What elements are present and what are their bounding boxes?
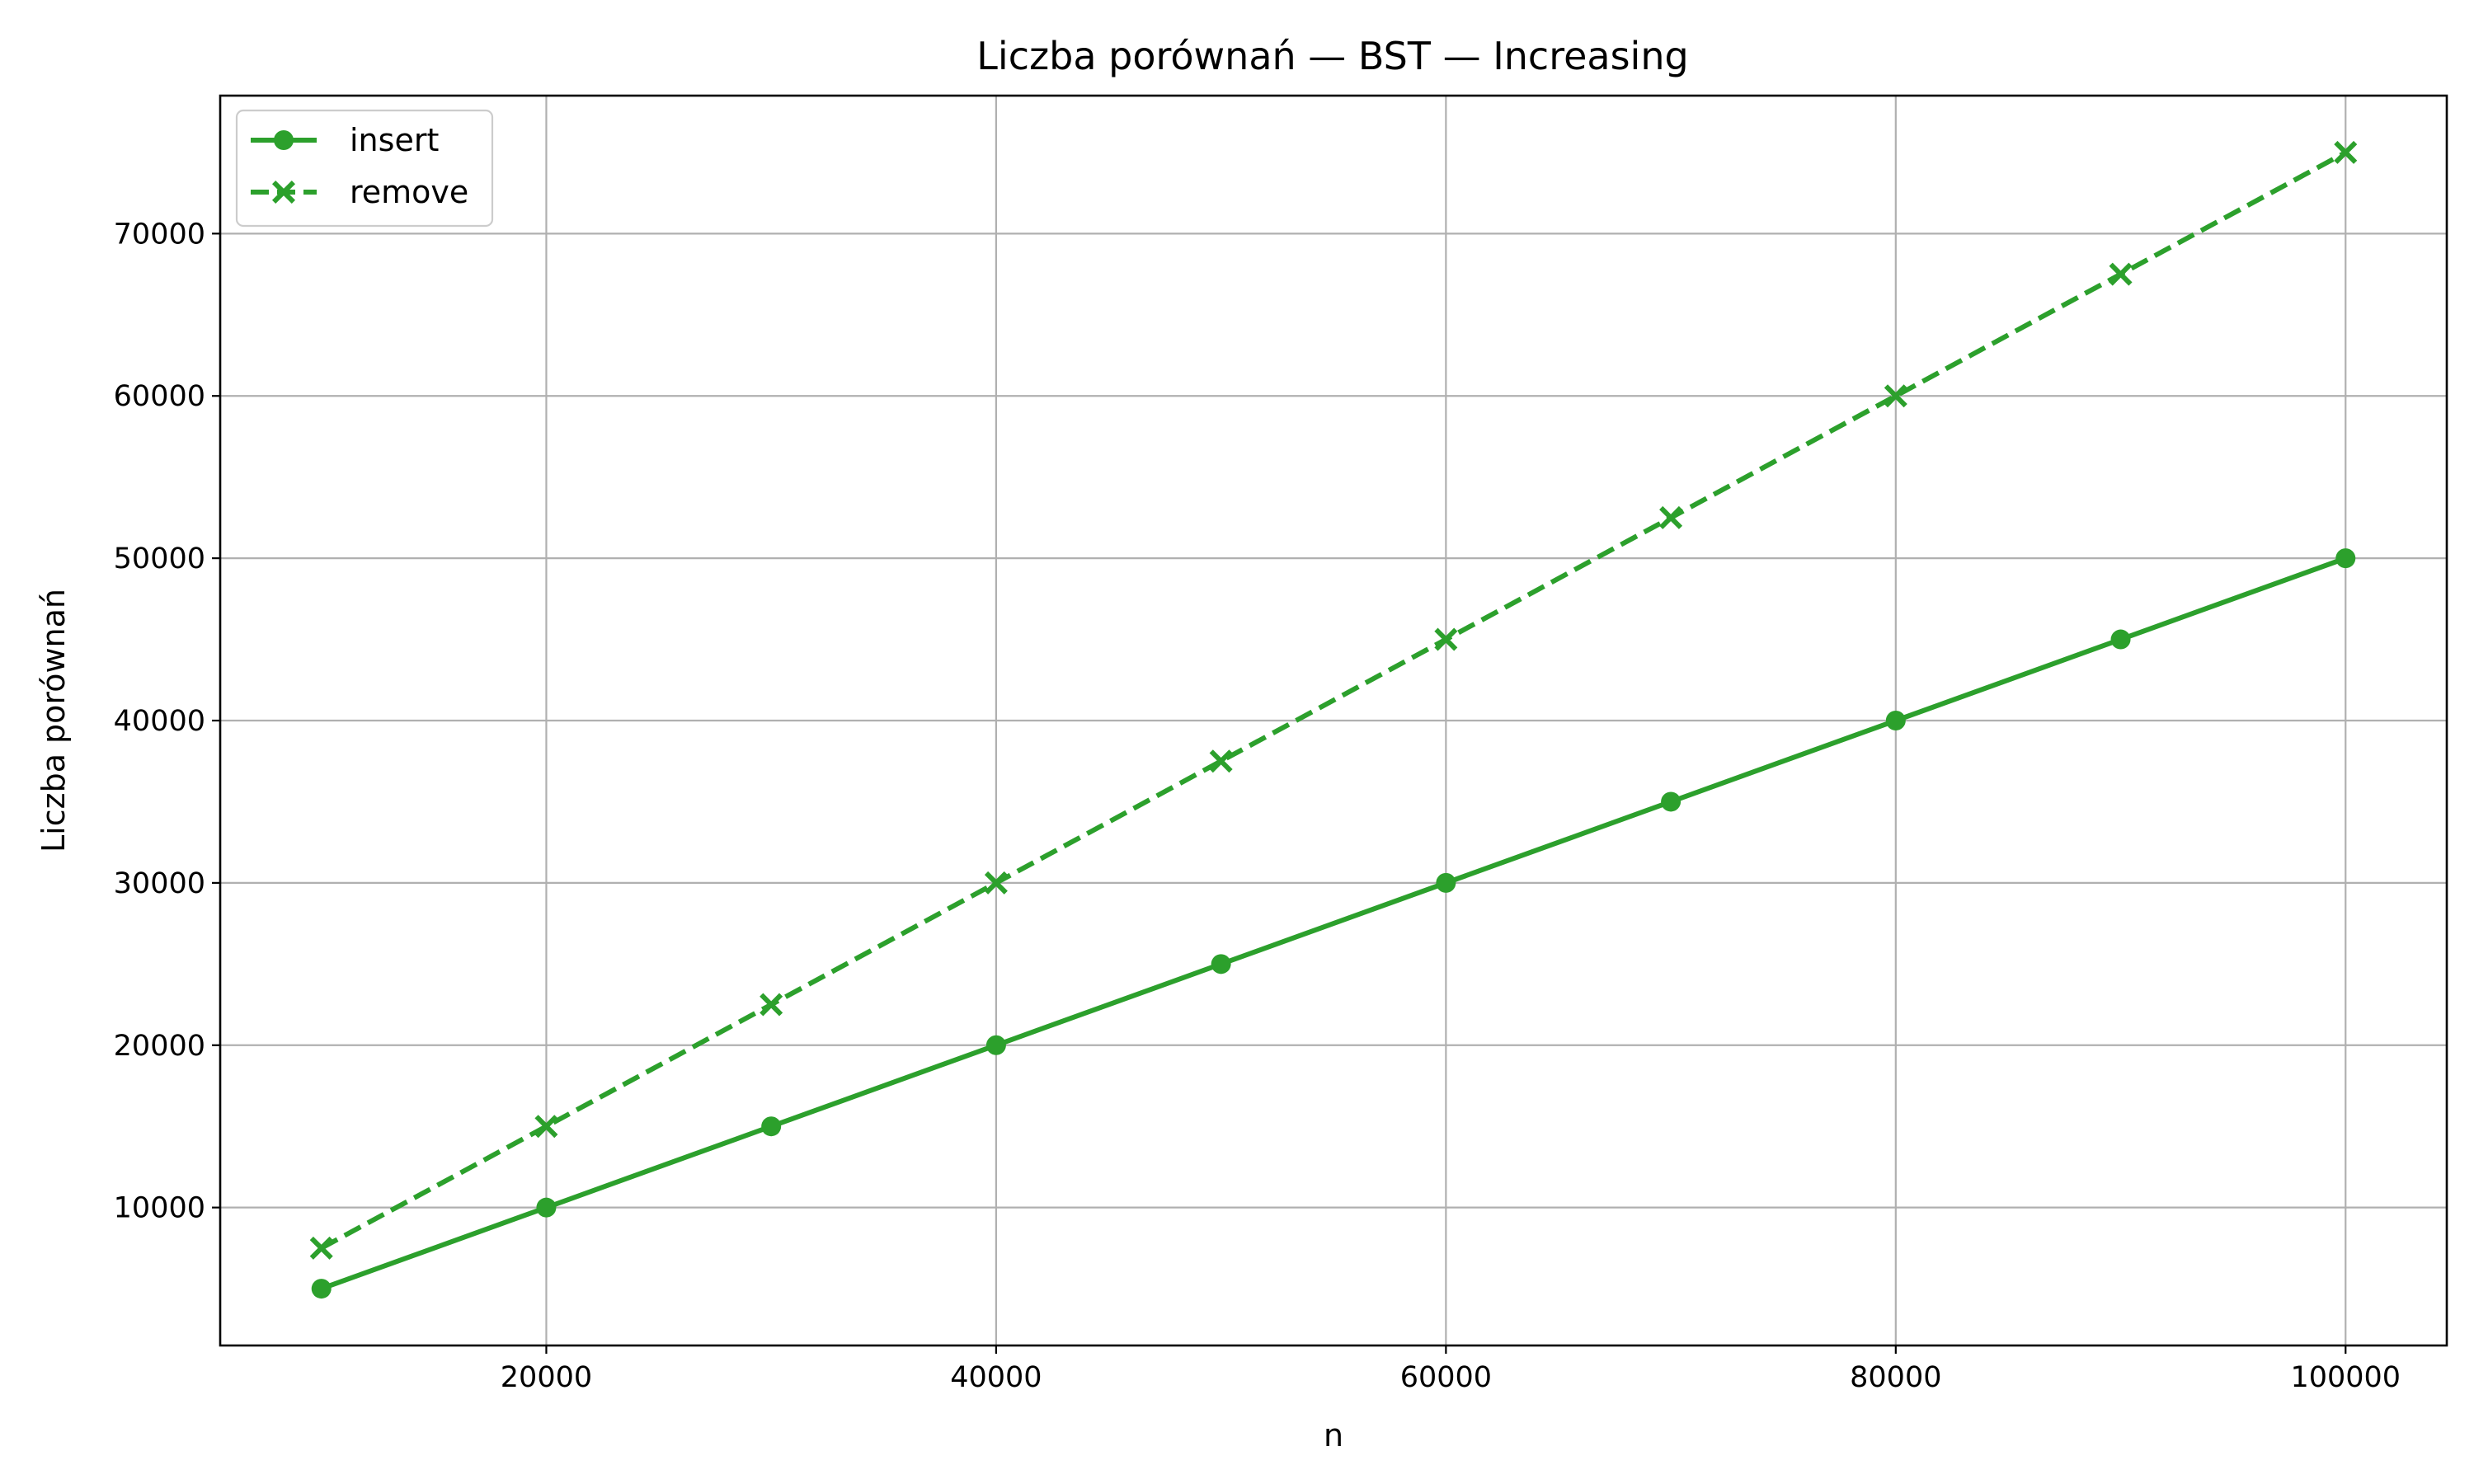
data-point-insert	[2110, 629, 2131, 650]
series-insert	[311, 548, 2356, 1299]
series-line-remove	[320, 150, 2347, 1251]
data-point-remove	[309, 1236, 333, 1260]
data-point-insert	[1661, 791, 1681, 812]
axis-ticks: 20000 40000 60000 80000 100000 10000 20000 3000…	[114, 218, 2401, 1394]
legend-item-insert: insert	[251, 122, 439, 158]
x-tick-label: 100000	[2290, 1361, 2401, 1394]
data-point-remove	[760, 993, 783, 1017]
legend-marker	[274, 130, 294, 150]
y-tick-label: 30000	[114, 867, 205, 900]
legend: insert remove	[235, 109, 494, 228]
data-point-remove	[1209, 749, 1233, 773]
data-point-remove	[1434, 627, 1458, 651]
data-point-insert	[761, 1116, 782, 1137]
series-remove	[309, 140, 2358, 1260]
chart-title: Liczba porównań — BST — Increasing	[976, 34, 1688, 78]
y-axis-label: Liczba porównań	[35, 589, 72, 852]
data-point-remove	[2109, 262, 2133, 286]
grid	[220, 96, 2447, 1345]
legend-label: insert	[350, 122, 439, 158]
data-point-insert	[1436, 872, 1456, 893]
data-point-insert	[2335, 548, 2356, 569]
data-point-insert	[536, 1197, 557, 1218]
data-point-remove	[984, 871, 1008, 895]
y-tick-label: 70000	[114, 218, 205, 251]
data-point-insert	[985, 1035, 1006, 1055]
data-point-insert	[311, 1279, 332, 1299]
data-point-remove	[1659, 505, 1683, 529]
x-tick-label: 60000	[1400, 1361, 1492, 1394]
x-tick-label: 40000	[950, 1361, 1042, 1394]
y-tick-label: 40000	[114, 705, 205, 738]
legend-label: remove	[350, 174, 468, 210]
y-tick-label: 10000	[114, 1192, 205, 1225]
legend-marker	[272, 181, 295, 204]
y-tick-label: 50000	[114, 542, 205, 575]
legend-item-remove: remove	[251, 174, 468, 210]
y-tick-label: 60000	[114, 380, 205, 413]
data-point-remove	[534, 1115, 558, 1139]
x-tick-label: 80000	[1850, 1361, 1941, 1394]
data-point-insert	[1885, 711, 1906, 730]
series-line-insert	[318, 556, 2349, 1292]
data-point-insert	[1211, 954, 1231, 974]
series-layer	[309, 140, 2358, 1299]
data-point-remove	[2334, 140, 2358, 164]
data-point-remove	[1884, 384, 1907, 408]
x-axis-label: n	[1324, 1417, 1343, 1453]
y-tick-label: 20000	[114, 1030, 205, 1063]
x-tick-label: 20000	[501, 1361, 592, 1394]
